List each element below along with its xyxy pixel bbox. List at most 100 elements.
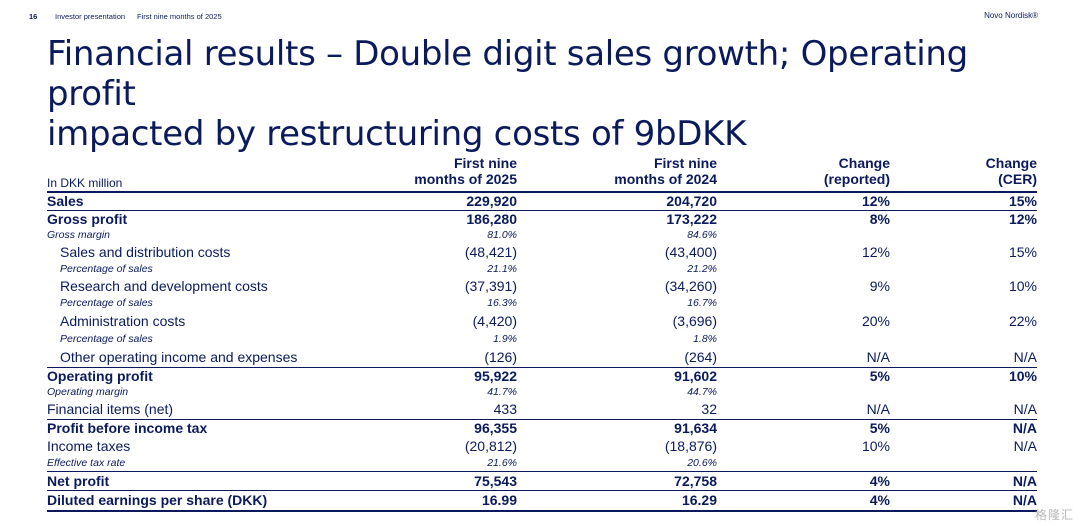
row-value: 21.1% xyxy=(487,263,517,275)
row-value: 173,222 xyxy=(666,211,717,227)
table-row: Sales and distribution costs (48,421) (43,… xyxy=(47,243,1037,262)
row-label: Percentage of sales xyxy=(60,333,153,345)
table-row: Diluted earnings per share (DKK) 16.99 16.… xyxy=(47,490,1037,512)
table-row: Operating profit 95,922 91,602 5% 10% xyxy=(47,367,1037,385)
row-value: (20,812) xyxy=(464,438,517,454)
row-value: 20.6% xyxy=(687,457,717,469)
row-value: 1.9% xyxy=(493,333,517,345)
row-value: (4,420) xyxy=(472,313,517,329)
row-label: Income taxes xyxy=(47,438,131,454)
row-value: 41.7% xyxy=(487,386,517,398)
row-value: 96,355 xyxy=(474,420,517,436)
row-value: 4% xyxy=(869,492,890,508)
row-label: Profit before income tax xyxy=(47,420,208,436)
row-value: 433 xyxy=(493,401,517,417)
row-value: 21.6% xyxy=(487,457,517,469)
table-row: Other operating income and expenses (126)… xyxy=(47,348,1037,367)
row-value: N/A xyxy=(866,349,890,365)
unit-label: In DKK million xyxy=(47,176,123,190)
row-value: 20% xyxy=(861,313,890,329)
row-value: 204,720 xyxy=(666,193,717,209)
row-value: 72,758 xyxy=(674,473,717,489)
row-label: Percentage of sales xyxy=(60,263,153,275)
table-row: Gross margin 81.0% 84.6% xyxy=(47,228,1037,243)
row-label: Administration costs xyxy=(60,313,186,329)
row-value: 91,634 xyxy=(674,420,717,436)
row-value: 15% xyxy=(1008,193,1037,209)
row-value: 4% xyxy=(869,473,890,489)
row-value: (34,260) xyxy=(664,278,717,294)
brand-logo-text: Novo Nordisk® xyxy=(984,11,1038,20)
row-value: 75,543 xyxy=(474,473,517,489)
row-label: Other operating income and expenses xyxy=(60,349,298,365)
row-value: (43,400) xyxy=(664,244,717,260)
table-row: Gross profit 186,280 173,222 8% 12% xyxy=(47,210,1037,228)
period-label: First nine months of 2025 xyxy=(137,12,222,21)
row-value: 44.7% xyxy=(687,386,717,398)
row-label: Percentage of sales xyxy=(60,297,153,309)
row-value: 12% xyxy=(1008,211,1037,227)
row-value: 8% xyxy=(869,211,890,227)
row-value: 81.0% xyxy=(487,229,517,241)
financial-results-table: Sales 229,920 204,720 12% 15% Gross profit 186… xyxy=(47,191,1037,512)
column-header-2025: First nine months of 2025 xyxy=(414,155,517,187)
table-row: Net profit 75,543 72,758 4% N/A xyxy=(47,471,1037,490)
row-value: 95,922 xyxy=(474,368,517,384)
row-value: N/A xyxy=(1012,420,1037,436)
row-value: 10% xyxy=(1008,368,1037,384)
row-value: 84.6% xyxy=(687,229,717,241)
row-value: 10% xyxy=(1008,278,1037,294)
presentation-label: Investor presentation xyxy=(55,12,126,21)
row-value: 229,920 xyxy=(466,193,517,209)
page-number: 16 xyxy=(29,12,38,21)
row-label: Operating profit xyxy=(47,368,153,384)
row-value: 16.99 xyxy=(481,492,517,508)
row-value: 12% xyxy=(861,244,890,260)
table-row: Effective tax rate 21.6% 20.6% xyxy=(47,455,1037,471)
row-value: 1.8% xyxy=(693,333,717,345)
row-value: 10% xyxy=(861,438,890,454)
row-value: 21.2% xyxy=(687,263,717,275)
row-value: 12% xyxy=(861,193,890,209)
row-value: (18,876) xyxy=(664,438,717,454)
table-row: Administration costs (4,420) (3,696) 20% 22% xyxy=(47,311,1037,331)
table-row: Percentage of sales 21.1% 21.2% xyxy=(47,262,1037,277)
row-label: Gross margin xyxy=(47,229,111,241)
row-label: Financial items (net) xyxy=(47,401,174,417)
row-value: (126) xyxy=(484,349,517,365)
row-value: 16.29 xyxy=(681,492,717,508)
table-header: In DKK million First nine months of 2025 … xyxy=(47,155,1037,191)
row-value: 186,280 xyxy=(466,211,517,227)
table-row: Operating margin 41.7% 44.7% xyxy=(47,385,1037,400)
top-bar: 16 Investor presentation First nine mont… xyxy=(0,11,1080,25)
row-label: Sales xyxy=(47,193,84,209)
table-row: Profit before income tax 96,355 91,634 5% N/… xyxy=(47,419,1037,437)
table-row: Percentage of sales 1.9% 1.8% xyxy=(47,331,1037,348)
row-value: N/A xyxy=(1013,349,1037,365)
table-row: Income taxes (20,812) (18,876) 10% N/A xyxy=(47,437,1037,455)
row-label: Effective tax rate xyxy=(47,457,126,469)
row-value: N/A xyxy=(1013,401,1037,417)
slide-title-line-1: Financial results – Double digit sales g… xyxy=(47,34,968,114)
slide-title-line-2: impacted by restructuring costs of 9bDKK xyxy=(47,114,747,154)
row-value: 5% xyxy=(869,368,890,384)
row-label: Net profit xyxy=(47,473,110,489)
row-label: Gross profit xyxy=(47,211,128,227)
row-value: 16.3% xyxy=(487,297,517,309)
row-label: Research and development costs xyxy=(60,278,268,294)
row-value: N/A xyxy=(1013,438,1037,454)
row-label: Diluted earnings per share (DKK) xyxy=(47,492,268,508)
row-value: 9% xyxy=(869,278,890,294)
row-value: 22% xyxy=(1008,313,1037,329)
row-value: 32 xyxy=(701,401,717,417)
watermark: 格隆汇 xyxy=(1034,508,1074,522)
row-value: N/A xyxy=(1012,473,1037,489)
row-value: (37,391) xyxy=(464,278,517,294)
row-value: (264) xyxy=(684,349,717,365)
table-row: Research and development costs (37,391) (3… xyxy=(47,277,1037,296)
row-value: 5% xyxy=(869,420,890,436)
row-label: Sales and distribution costs xyxy=(60,244,231,260)
table-row: Financial items (net) 433 32 N/A N/A xyxy=(47,400,1037,419)
row-value: 16.7% xyxy=(687,297,717,309)
row-value: 15% xyxy=(1008,244,1037,260)
